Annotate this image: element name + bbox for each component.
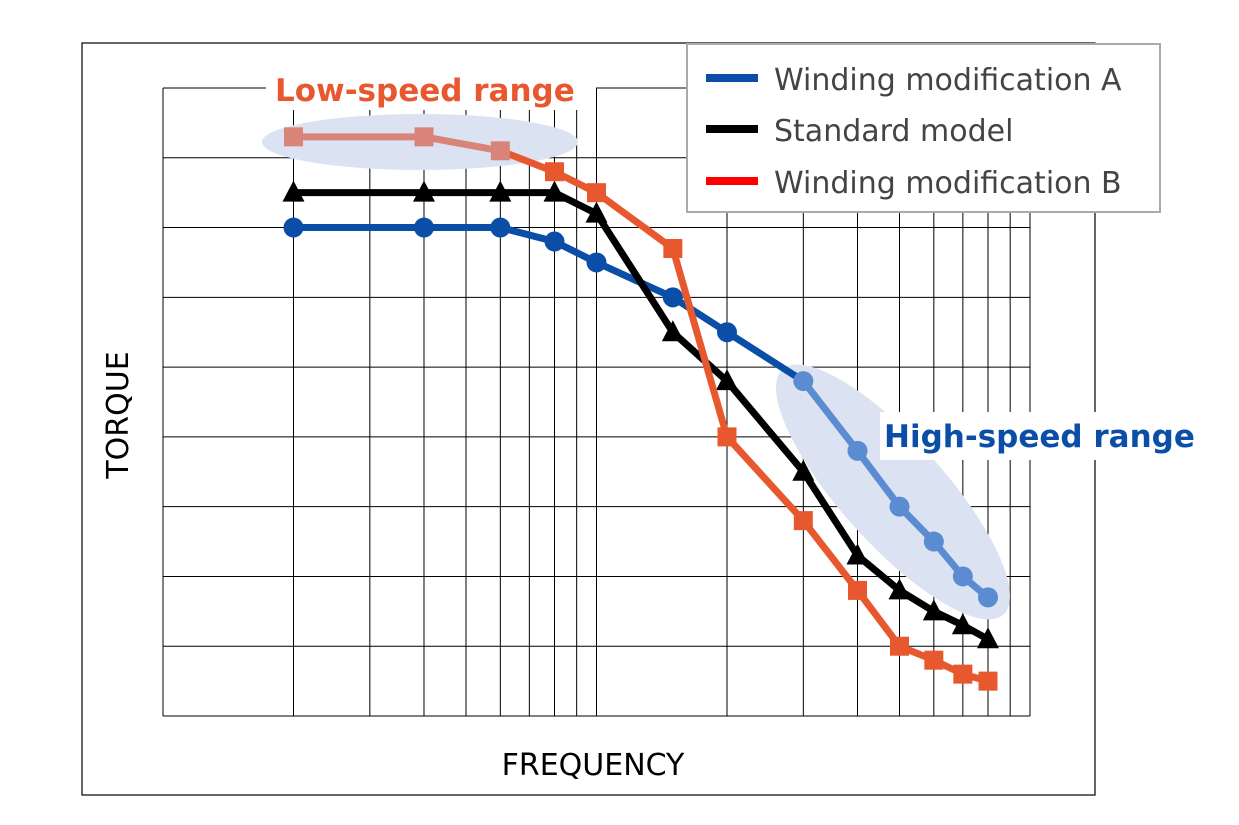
series-segment xyxy=(723,328,807,385)
data-point-circle xyxy=(952,566,973,587)
data-point-circle xyxy=(544,231,565,252)
data-point-triangle xyxy=(282,180,305,202)
data-point-circle xyxy=(977,587,998,608)
data-point-triangle xyxy=(543,180,566,202)
series-segment xyxy=(723,433,807,525)
data-point-triangle xyxy=(922,599,945,621)
data-point-circle xyxy=(889,496,910,517)
data-point-triangle xyxy=(792,459,815,481)
data-point-square xyxy=(490,141,510,161)
data-point-square xyxy=(414,127,434,147)
series-segment xyxy=(593,189,677,252)
legend-box xyxy=(686,43,1161,213)
series-segment xyxy=(420,133,504,155)
data-point-circle xyxy=(847,440,868,461)
high-speed-range-label: High-speed range xyxy=(884,419,1195,455)
data-point-square xyxy=(953,664,973,684)
data-point-square xyxy=(544,162,564,182)
data-point-triangle xyxy=(585,201,608,223)
data-point-circle xyxy=(490,217,511,238)
high-speed-highlight-ellipse xyxy=(776,364,1010,620)
legend-label-a: Winding modification A xyxy=(774,63,1122,98)
data-point-triangle xyxy=(661,320,684,342)
data-point-triangle xyxy=(412,180,435,202)
data-point-square xyxy=(924,650,944,670)
high-speed-label-bg xyxy=(880,412,1210,460)
series-segment xyxy=(799,377,861,455)
data-point-square xyxy=(978,671,998,691)
series-segment xyxy=(799,517,861,594)
series-segment xyxy=(723,377,807,476)
data-point-triangle xyxy=(951,613,974,635)
data-point-circle xyxy=(283,217,304,238)
data-point-square xyxy=(890,636,910,656)
data-point-square xyxy=(793,511,813,531)
data-point-square xyxy=(587,183,606,203)
legend-label-standard: Standard model xyxy=(774,114,1013,149)
data-point-circle xyxy=(793,371,814,392)
low-speed-range-label: Low-speed range xyxy=(275,73,575,109)
series-segment xyxy=(853,447,904,511)
data-point-triangle xyxy=(715,369,738,391)
legend-label-b: Winding modification B xyxy=(774,166,1122,201)
legend: Winding modification A Standard model Wi… xyxy=(686,43,1161,213)
data-point-circle xyxy=(662,287,683,308)
data-point-triangle xyxy=(846,543,869,565)
data-point-triangle xyxy=(976,627,999,649)
data-point-circle xyxy=(716,322,737,343)
low-speed-label-bg xyxy=(266,68,596,110)
series-segment xyxy=(669,293,731,336)
data-point-square xyxy=(717,427,737,447)
data-point-circle xyxy=(413,217,434,238)
data-point-triangle xyxy=(888,578,911,600)
series-segment xyxy=(669,244,731,441)
series-layer xyxy=(282,127,999,691)
series-segment xyxy=(593,210,677,336)
series-segment xyxy=(799,468,861,560)
data-point-triangle xyxy=(489,180,512,202)
series-segment xyxy=(593,258,677,301)
data-point-circle xyxy=(586,252,607,273)
x-axis-label: FREQUENCY xyxy=(502,748,685,783)
y-axis-label: TORQUE xyxy=(101,351,136,479)
data-point-square xyxy=(663,238,683,258)
data-point-circle xyxy=(923,531,944,552)
data-point-square xyxy=(283,127,303,147)
data-point-square xyxy=(847,580,867,600)
